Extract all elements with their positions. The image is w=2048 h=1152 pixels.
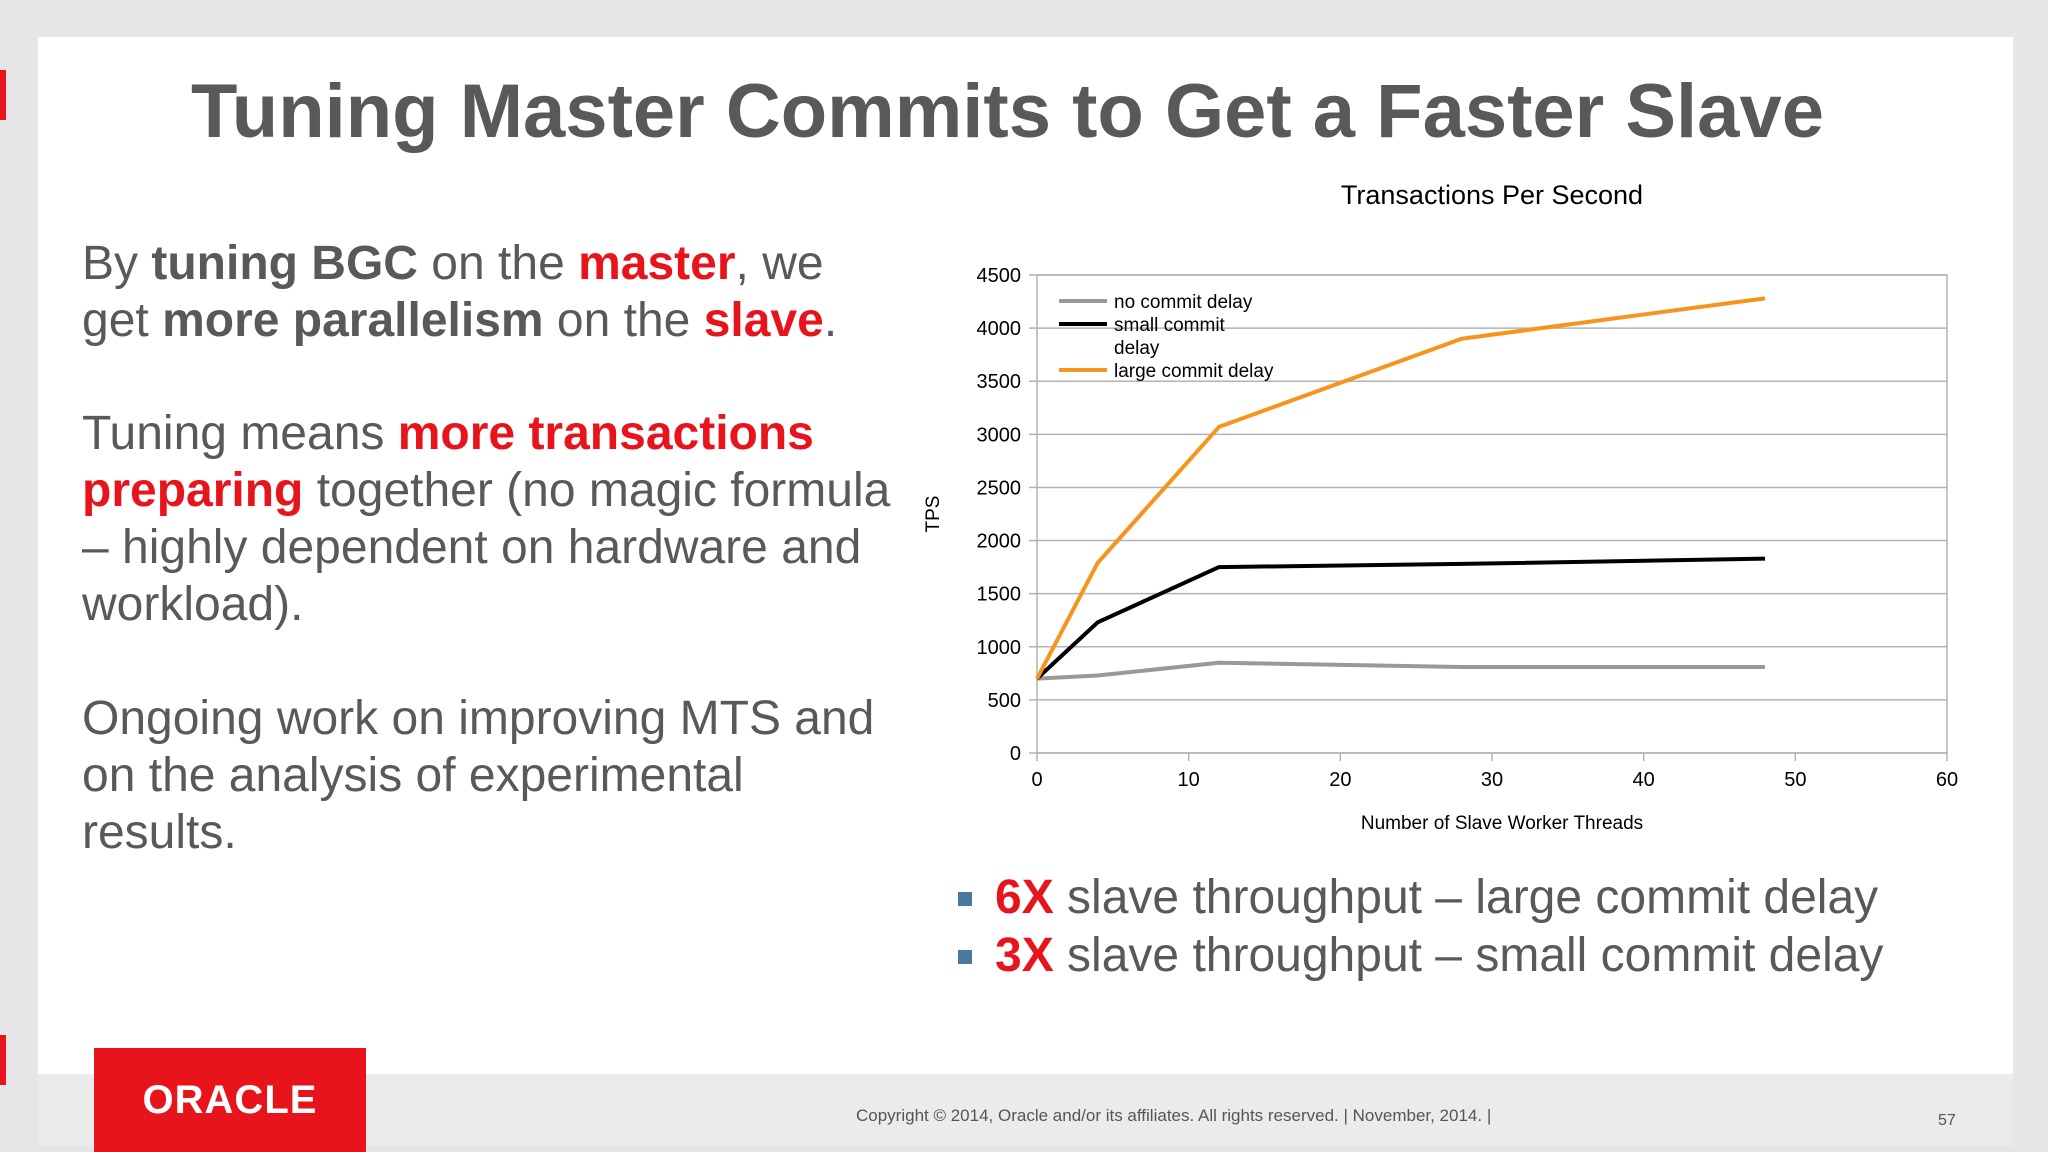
x-tick-label: 50 [1784, 769, 1806, 791]
p1-text: , we get [82, 237, 824, 347]
p1-text: By [82, 237, 152, 290]
slide-title: Tuning Master Commits to Get a Faster Sl… [191, 69, 1824, 154]
x-tick-label: 0 [1031, 769, 1042, 791]
y-tick-label: 1500 [977, 584, 1022, 606]
x-tick-label: 20 [1329, 769, 1351, 791]
y-tick-label: 1000 [977, 637, 1022, 659]
p2-text: together (no magic formula – highly depe… [82, 464, 891, 631]
page-number: 57 [1938, 1112, 1956, 1129]
bullet-text: slave throughput – small commit delay [1053, 929, 1884, 982]
y-axis-label: TPS [923, 496, 944, 533]
legend-label: no commit delay [1114, 292, 1253, 313]
x-tick-label: 10 [1178, 769, 1200, 791]
series-line-1 [1036, 660, 1765, 681]
paragraph-tuning: Tuning means more transactions preparing… [82, 405, 902, 633]
x-tick-label: 30 [1481, 769, 1503, 791]
y-tick-label: 3500 [977, 371, 1022, 393]
p1-text: on the [543, 294, 704, 347]
p1-text: . [823, 294, 838, 347]
copyright-text: Copyright © 2014, Oracle and/or its affi… [856, 1106, 1492, 1125]
paragraph-ongoing: Ongoing work on improving MTS and on the… [82, 692, 875, 859]
bullet-text: slave throughput – large commit delay [1053, 871, 1879, 924]
y-tick-label: 2500 [977, 477, 1022, 499]
p1-bold: tuning BGC [151, 237, 418, 290]
y-tick-label: 4500 [977, 265, 1022, 287]
edge-marker [0, 1035, 6, 1085]
x-tick-label: 40 [1633, 769, 1655, 791]
y-tick-label: 500 [988, 690, 1021, 712]
p1-red: slave [703, 294, 824, 347]
footer-band [38, 1074, 2013, 1146]
paragraph-bgc: By tuning BGC on the master, we get more… [82, 235, 902, 349]
chart-title: Transactions Per Second [1341, 180, 1643, 210]
x-axis-label: Number of Slave Worker Threads [1361, 813, 1643, 834]
p2-text: Tuning means [82, 407, 398, 460]
p1-red: master [578, 237, 736, 290]
edge-marker [0, 70, 6, 120]
y-tick-label: 3000 [977, 424, 1022, 446]
series-line-3 [1035, 296, 1766, 680]
x-tick-label: 60 [1936, 769, 1958, 791]
y-tick-label: 4000 [977, 318, 1022, 340]
y-tick-label: 0 [1010, 743, 1021, 765]
p1-bold: more parallelism [162, 294, 544, 347]
p1-text: on the [417, 237, 579, 290]
legend-label: large commit delay [1114, 361, 1274, 382]
p2-red: more transactions preparing [82, 407, 814, 517]
oracle-logo: ORACLE [94, 1048, 366, 1152]
tps-line-chart: Transactions Per Second05001000150020002… [923, 180, 1958, 834]
legend-label: small commit delay [1114, 315, 1226, 359]
bullet-square-icon [958, 950, 972, 964]
bullet-bold: 3X [995, 929, 1054, 982]
series-line-2 [1035, 556, 1766, 681]
y-tick-label: 2000 [977, 531, 1022, 553]
bullet-bold: 6X [995, 871, 1054, 924]
plot-area [1036, 274, 1948, 754]
bullet-square-icon [958, 892, 972, 906]
